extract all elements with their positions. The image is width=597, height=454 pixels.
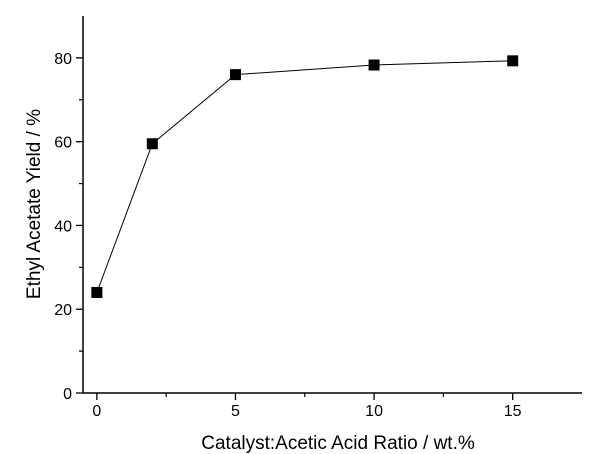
y-tick-label: 20 xyxy=(54,302,72,319)
data-point xyxy=(368,59,380,71)
axes: 0 5 10 15 0 20 40 60 80 xyxy=(54,16,582,420)
data-point xyxy=(91,286,103,298)
y-axis-title: Ethyl Acetate Yield / % xyxy=(24,109,45,299)
x-tick-label: 5 xyxy=(231,403,240,420)
x-tick-label: 15 xyxy=(504,403,522,420)
data-point xyxy=(146,138,158,150)
x-tick-label: 0 xyxy=(92,403,101,420)
y-tick-label: 60 xyxy=(54,135,72,152)
data-point xyxy=(229,69,241,81)
y-tick-label: 40 xyxy=(54,218,72,235)
series-line xyxy=(96,60,513,293)
data-point xyxy=(507,55,519,67)
x-axis-title: Catalyst:Acetic Acid Ratio / wt.% xyxy=(201,433,475,454)
y-tick-label: 80 xyxy=(54,51,72,68)
x-tick-label: 10 xyxy=(365,403,383,420)
y-tick-label: 0 xyxy=(63,386,72,403)
series-layer xyxy=(91,55,519,298)
